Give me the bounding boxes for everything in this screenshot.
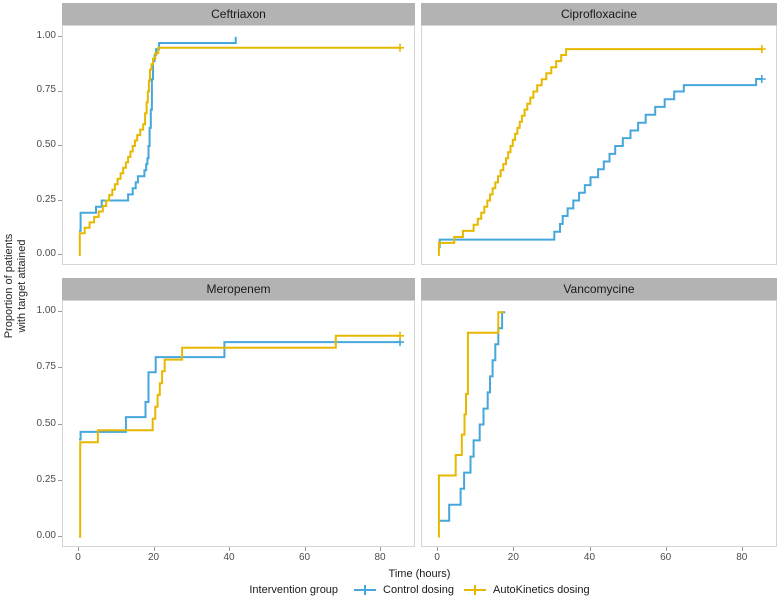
- control-dosing-line-icon: [354, 585, 377, 595]
- x-axis-tick: [78, 547, 79, 551]
- x-tick-label: 0: [75, 552, 81, 563]
- ciprofloxacine-step-chart: [437, 45, 766, 257]
- y-tick-label: 1.00: [36, 305, 56, 317]
- x-tick-label: 80: [374, 552, 386, 563]
- x-tick-label: 80: [736, 552, 748, 563]
- survival-step-line: [437, 48, 762, 257]
- y-tick-label: 0.75: [36, 84, 56, 96]
- legend-key-line-plus-icon: [354, 585, 377, 595]
- x-tick-label: 0: [434, 552, 440, 563]
- facet-strip-meropenem: Meropenem: [62, 278, 415, 300]
- survival-step-line: [79, 36, 237, 232]
- ceftriaxon-step-chart: [78, 36, 404, 257]
- censor-plus-icon: [396, 331, 404, 340]
- facet-strip-ceftriaxon: Ceftriaxon: [62, 3, 415, 25]
- legend-key-line-plus-icon: [463, 585, 486, 595]
- legend-item-autokinetics: AutoKinetics dosing: [462, 583, 590, 597]
- x-axis-tick: [589, 547, 591, 551]
- y-tick-label: 1.00: [36, 29, 56, 41]
- y-axis-tick: [58, 145, 62, 146]
- x-tick-label: 60: [299, 552, 311, 563]
- legend-title: Intervention group: [249, 584, 339, 596]
- censor-plus-icon: [757, 75, 766, 83]
- facet-title-ceftriaxon: Ceftriaxon: [211, 7, 266, 21]
- x-tick-label: 20: [507, 552, 519, 563]
- x-axis-tick: [153, 547, 155, 551]
- x-axis-tick: [513, 547, 515, 551]
- y-axis-title-line1: Proportion of patients: [3, 233, 15, 339]
- y-tick-label: 0.25: [36, 473, 56, 485]
- y-axis-tick: [58, 535, 62, 537]
- facet-title-meropenem: Meropenem: [206, 282, 271, 296]
- survival-step-line: [79, 341, 400, 441]
- survival-step-line: [78, 46, 400, 257]
- facet-strip-vancomycine: Vancomycine: [421, 278, 777, 300]
- legend-label-autokinetics: AutoKinetics dosing: [492, 584, 590, 596]
- y-tick-label: 0.00: [36, 248, 56, 260]
- x-axis-tick: [665, 547, 667, 551]
- y-tick-label: 0.00: [36, 529, 56, 541]
- y-tick-label: 0.25: [36, 193, 56, 205]
- x-tick-label: 40: [223, 552, 235, 563]
- legend-item-control: Control dosing: [352, 583, 454, 597]
- facet-panel-ceftriaxon: [62, 25, 415, 265]
- x-axis-tick: [380, 547, 382, 551]
- x-axis-tick: [229, 547, 231, 551]
- meropenem-step-chart: [79, 331, 404, 538]
- facet-panel-meropenem: [62, 300, 415, 547]
- legend-label-control: Control dosing: [383, 584, 454, 596]
- y-tick-label: 0.50: [36, 139, 56, 150]
- y-tick-label: 0.50: [36, 417, 56, 429]
- facet-panel-ciprofloxacine: [421, 25, 777, 265]
- facet-panel-vancomycine: [421, 300, 777, 547]
- x-axis-tick: [304, 547, 306, 551]
- legend: Intervention group Control dosing AutoKi…: [62, 583, 777, 597]
- censor-plus-icon: [396, 43, 404, 52]
- y-axis-tick: [58, 423, 62, 425]
- y-axis-tick: [58, 254, 62, 256]
- y-axis-tick: [58, 479, 62, 481]
- survival-step-line: [438, 78, 762, 249]
- x-tick-label: 20: [147, 552, 160, 563]
- facet-title-vancomycine: Vancomycine: [563, 282, 635, 296]
- autokinetics-dosing-line-icon: [463, 585, 486, 595]
- y-axis-tick: [58, 199, 62, 201]
- x-axis-title: Time (hours): [388, 568, 451, 580]
- facet-strip-ciprofloxacine: Ciprofloxacine: [421, 3, 777, 25]
- y-axis-tick: [58, 35, 62, 37]
- vancomycine-step-chart: [437, 311, 506, 538]
- x-axis-tick: [741, 547, 743, 551]
- y-tick-label: 0.75: [36, 361, 56, 373]
- x-tick-label: 40: [583, 552, 596, 563]
- y-axis-tick: [58, 367, 62, 369]
- y-axis-tick: [58, 90, 62, 92]
- survival-step-line: [438, 311, 506, 522]
- y-axis-tick: [58, 311, 62, 313]
- censor-plus-icon: [757, 45, 766, 54]
- x-tick-label: 60: [660, 552, 672, 563]
- survival-step-line: [79, 334, 400, 538]
- facet-title-ciprofloxacine: Ciprofloxacine: [560, 7, 638, 21]
- survival-step-line: [437, 311, 504, 538]
- x-axis-tick: [437, 547, 439, 551]
